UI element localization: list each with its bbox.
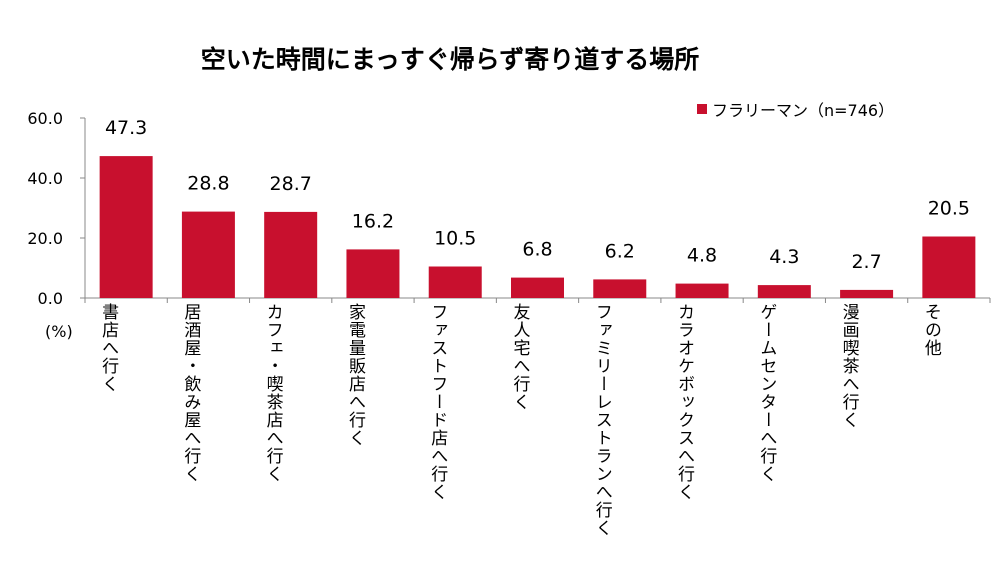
x-category-label: カラオケボックスへ行く: [674, 303, 695, 501]
chart-title: 空いた時間にまっすぐ帰らず寄り道する場所: [200, 45, 700, 74]
x-category-label: 書店へ行く: [98, 303, 119, 393]
y-unit-label: (%): [45, 322, 73, 341]
bar: [675, 283, 729, 298]
bar: [99, 156, 153, 298]
bar: [840, 289, 894, 298]
bar: [922, 236, 976, 298]
y-tick-label: 40.0: [27, 169, 63, 188]
legend-label: フラリーマン（n=746）: [712, 101, 895, 120]
y-tick-label: 20.0: [27, 229, 63, 248]
bar: [181, 211, 235, 298]
data-label: 28.7: [270, 173, 312, 195]
data-label: 4.8: [687, 245, 717, 267]
data-label: 47.3: [105, 117, 147, 139]
x-category-label: 家電量販店へ行く: [344, 303, 365, 447]
x-category-label: その他: [920, 303, 941, 357]
bar: [593, 279, 647, 298]
bar: [264, 211, 318, 298]
bar: [428, 266, 482, 298]
x-category-label: ファミリーレストランへ行く: [591, 303, 612, 537]
x-category-label: 漫画喫茶へ行く: [838, 303, 859, 429]
data-label: 2.7: [851, 251, 881, 273]
data-label: 28.8: [187, 173, 229, 195]
x-category-label: 居酒屋・飲み屋へ行く: [180, 303, 201, 483]
x-category-label: ファストフード店へ行く: [427, 303, 448, 501]
data-label: 10.5: [434, 228, 476, 250]
data-label: 6.2: [605, 240, 635, 262]
bar: [757, 285, 811, 298]
legend: フラリーマン（n=746）: [697, 97, 894, 121]
data-label: 16.2: [352, 210, 394, 232]
x-category-label: ゲームセンターへ行く: [756, 303, 777, 483]
x-category-label: 友人宅へ行く: [509, 303, 530, 411]
legend-swatch: [697, 104, 707, 114]
y-tick-label: 60.0: [27, 109, 63, 128]
x-category-label: カフェ・喫茶店へ行く: [262, 303, 283, 483]
data-label: 4.3: [769, 246, 799, 268]
data-label: 20.5: [928, 198, 970, 220]
bar: [346, 249, 400, 298]
y-tick-label: 0.0: [38, 289, 63, 308]
data-label: 6.8: [522, 239, 552, 261]
bar: [511, 277, 564, 298]
